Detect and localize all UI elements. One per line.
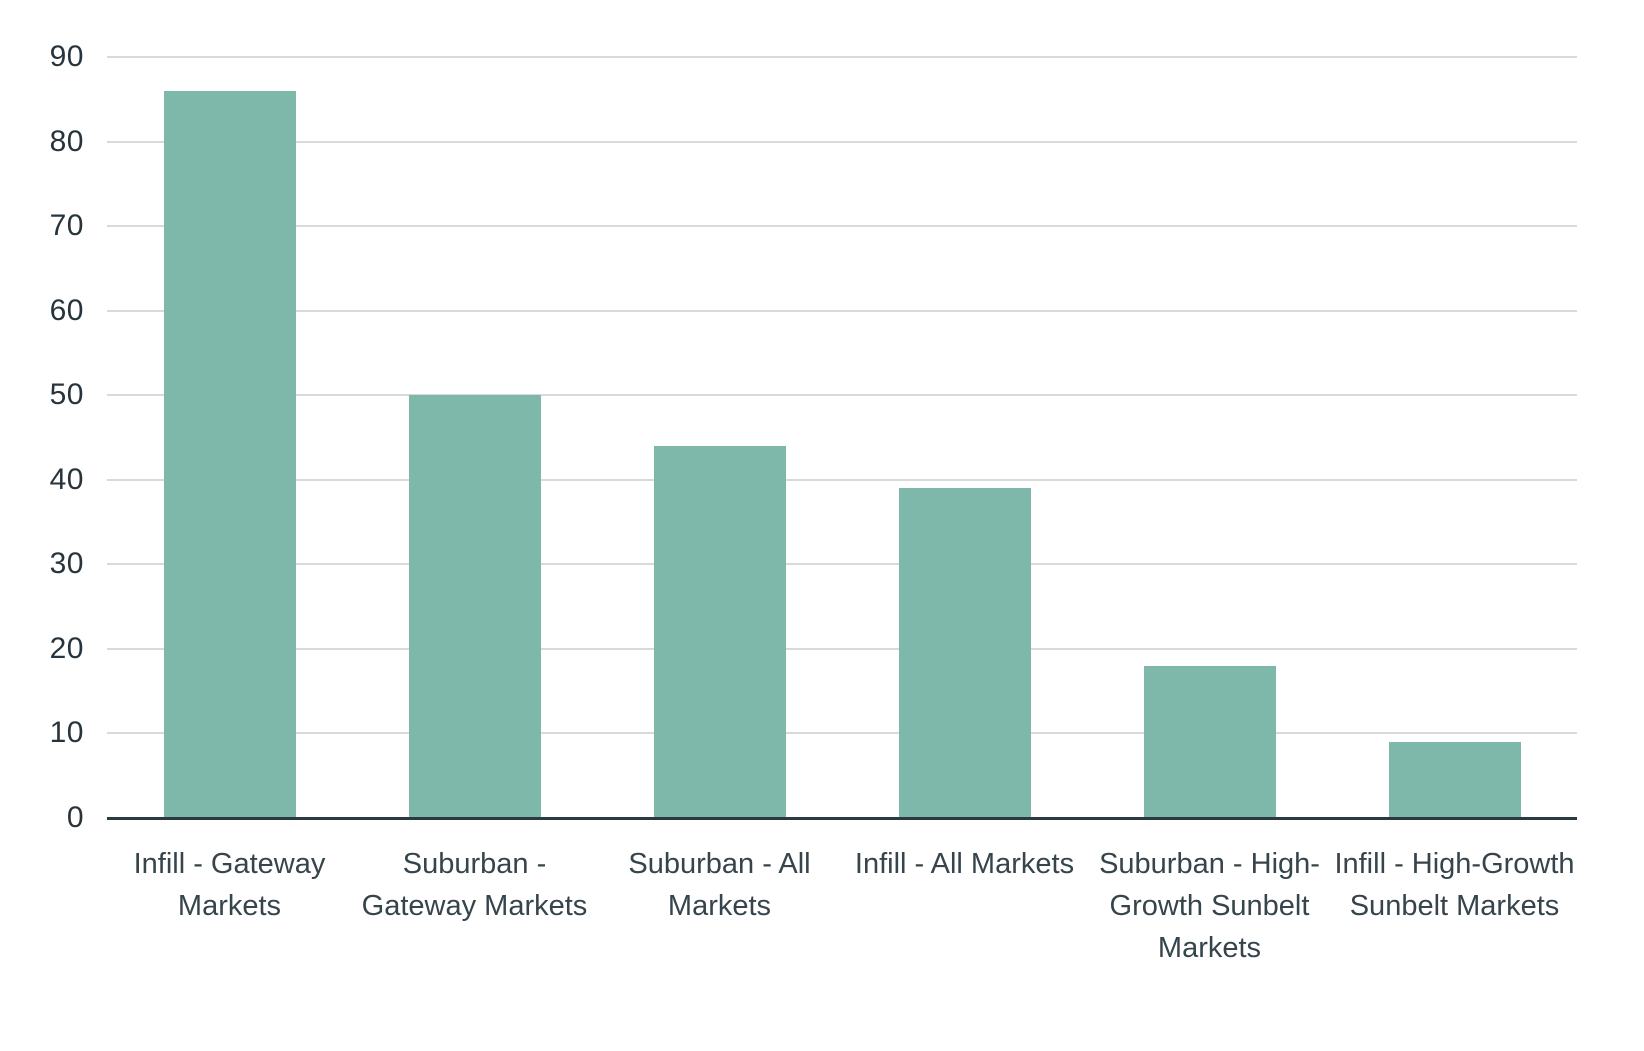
gridline <box>107 478 1577 481</box>
gridline <box>107 647 1577 650</box>
bar-5 <box>1143 665 1276 818</box>
gridline <box>107 140 1577 143</box>
x-axis-label: Suburban - All Markets <box>628 848 811 922</box>
y-tick-label: 0 <box>66 801 84 834</box>
y-tick-label: 30 <box>49 547 84 581</box>
bar-2 <box>408 395 541 818</box>
gridline <box>107 394 1577 397</box>
y-tick-label: 10 <box>49 716 84 750</box>
x-axis-label: Infill - High-Growth Sunbelt Markets <box>1334 848 1575 922</box>
gridline <box>107 309 1577 312</box>
gridline <box>107 225 1577 228</box>
y-tick-label: 60 <box>49 293 84 327</box>
y-tick-label: 40 <box>49 462 84 496</box>
gridline <box>107 732 1577 735</box>
gridline <box>107 56 1577 58</box>
y-tick-label: 70 <box>49 209 84 243</box>
x-axis-label: Infill - Gateway Markets <box>133 848 326 922</box>
y-tick-label: 20 <box>49 631 84 665</box>
x-axis-label: Infill - All Markets <box>854 848 1075 880</box>
bar-4 <box>898 488 1031 818</box>
y-tick-label: 80 <box>49 124 84 158</box>
gridline <box>107 563 1577 566</box>
y-tick-label: 50 <box>49 378 84 412</box>
plot-area: Infill - Gateway Markets Suburban - Gatew… <box>107 56 1577 964</box>
x-axis-label: Suburban - High- Growth Sunbelt Markets <box>1099 848 1320 964</box>
y-tick-label: 90 <box>49 40 84 73</box>
x-axis-line <box>107 817 1577 820</box>
bar-3 <box>653 445 786 818</box>
x-axis-label: Suburban - Gateway Markets <box>361 848 588 922</box>
bar-1 <box>163 90 296 818</box>
bar-6 <box>1388 741 1521 818</box>
